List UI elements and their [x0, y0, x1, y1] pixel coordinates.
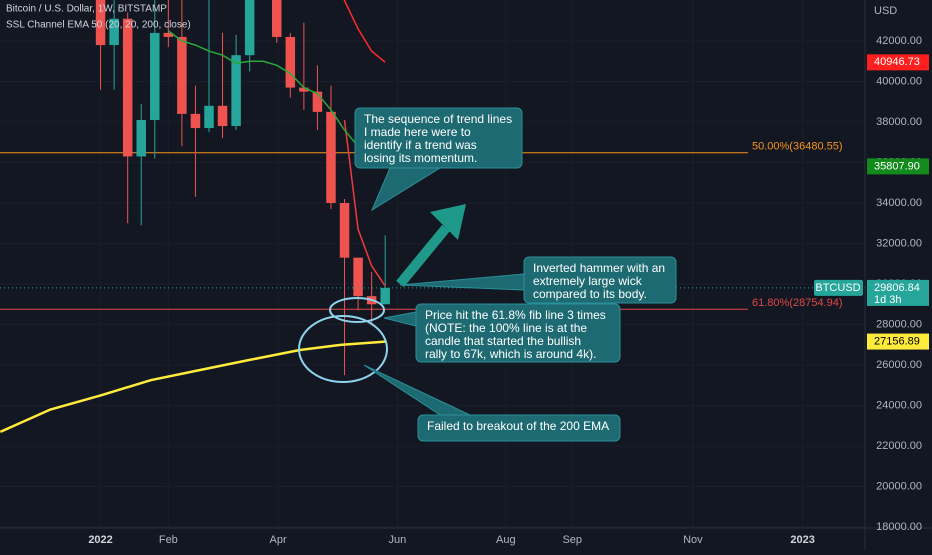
price-tag-label: 27156.89 — [874, 335, 920, 347]
candle-body — [299, 87, 309, 92]
y-tick-label: 18000.00 — [876, 521, 922, 533]
indicator-label: SSL Channel EMA 50 (20, 20, 200, close) — [6, 20, 191, 31]
x-tick-label: Aug — [496, 534, 516, 546]
callout-text: extremely large wick — [533, 274, 643, 288]
callout-text: Price hit the 61.8% fib line 3 times — [425, 308, 606, 322]
indicator-line — [343, 119, 386, 287]
callout-text: I made here were to — [364, 125, 471, 139]
x-tick-label: Jun — [389, 534, 407, 546]
candle-body — [122, 18, 133, 157]
callout-text: identify if a trend was — [364, 138, 477, 152]
symbol-tag — [814, 279, 863, 296]
candle-body — [353, 257, 363, 297]
candle-body — [244, 0, 255, 56]
candle-body — [190, 113, 201, 129]
candle-body — [217, 105, 228, 127]
candle-body — [95, 0, 106, 46]
x-tick-label: Sep — [562, 534, 582, 546]
candle-body — [380, 287, 390, 305]
callout-box — [417, 414, 621, 442]
countdown-label: 1d 3h — [874, 294, 902, 306]
x-tick-label: 2022 — [88, 534, 112, 546]
callout-text: candle that started the bullish — [425, 334, 581, 348]
y-tick-label: 24000.00 — [876, 399, 922, 411]
callout-box — [415, 303, 621, 363]
candle-body — [231, 55, 241, 127]
overlay: The sequence of trend lines I made here … — [298, 107, 677, 442]
candle-body — [285, 36, 296, 88]
callout-text: losing its momentum. — [364, 151, 477, 165]
price-tag — [867, 158, 929, 175]
callout-text: rally to 67k, which is around 4k). — [425, 347, 596, 361]
y-tick-label: 32000.00 — [876, 237, 922, 249]
candle-body — [136, 119, 146, 157]
callout-box — [354, 107, 523, 169]
y-tick-label: 22000.00 — [876, 440, 922, 452]
highlight-circle — [329, 297, 385, 323]
candle-body — [272, 0, 282, 37]
candle-body — [339, 202, 350, 258]
last-price-label: 29806.84 — [874, 282, 920, 294]
last-price-tag — [867, 279, 929, 306]
callout-text: (NOTE: the 100% line is at the — [425, 321, 587, 335]
y-tick-label: 42000.00 — [876, 35, 922, 47]
candle-body — [109, 18, 119, 46]
callout-box — [523, 256, 677, 304]
candle-body — [163, 32, 174, 37]
price-tag-label: 35807.90 — [874, 160, 920, 172]
price-tag — [867, 54, 929, 71]
callout-text: Inverted hammer with an — [533, 261, 665, 275]
x-tick-label: Apr — [270, 534, 287, 546]
chart-title: Bitcoin / U.S. Dollar, 1W, BITSTAMP — [6, 4, 167, 15]
arrow-shaft — [396, 224, 450, 288]
price-tag — [867, 333, 929, 350]
callout-text: compared to its body. — [533, 287, 647, 301]
fib-label: 50.00%(36480.55) — [752, 141, 843, 153]
indicator-line — [0, 340, 386, 433]
arrow-head — [430, 204, 466, 240]
indicator-line — [343, 0, 386, 63]
y-tick-label: 34000.00 — [876, 197, 922, 209]
currency-label: USD — [874, 5, 897, 17]
callout-text: Failed to breakout of the 200 EMA — [427, 419, 609, 433]
x-tick-label: 2023 — [790, 534, 814, 546]
candle-body — [150, 32, 160, 120]
fib-label: 61.80%(28754.94) — [752, 297, 843, 309]
price-tag-label: 40946.73 — [874, 56, 920, 68]
plot-area — [0, 0, 865, 433]
x-tick-label: Feb — [159, 534, 178, 546]
candle-body — [326, 111, 336, 203]
candle-body — [312, 91, 323, 112]
symbol-label: BTCUSD — [815, 282, 860, 294]
callout-text: The sequence of trend lines — [364, 112, 512, 126]
candle-body — [177, 36, 187, 114]
y-tick-label: 40000.00 — [876, 75, 922, 87]
highlight-circle — [298, 315, 388, 383]
y-tick-label: 38000.00 — [876, 116, 922, 128]
y-tick-label: 26000.00 — [876, 359, 922, 371]
y-tick-label: 20000.00 — [876, 480, 922, 492]
candle-body — [204, 105, 214, 129]
y-tick-label: 28000.00 — [876, 318, 922, 330]
indicator-line — [167, 30, 386, 168]
x-tick-label: Nov — [683, 534, 703, 546]
